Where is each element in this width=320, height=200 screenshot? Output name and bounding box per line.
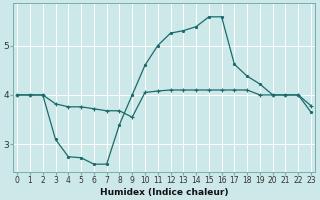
X-axis label: Humidex (Indice chaleur): Humidex (Indice chaleur) bbox=[100, 188, 228, 197]
